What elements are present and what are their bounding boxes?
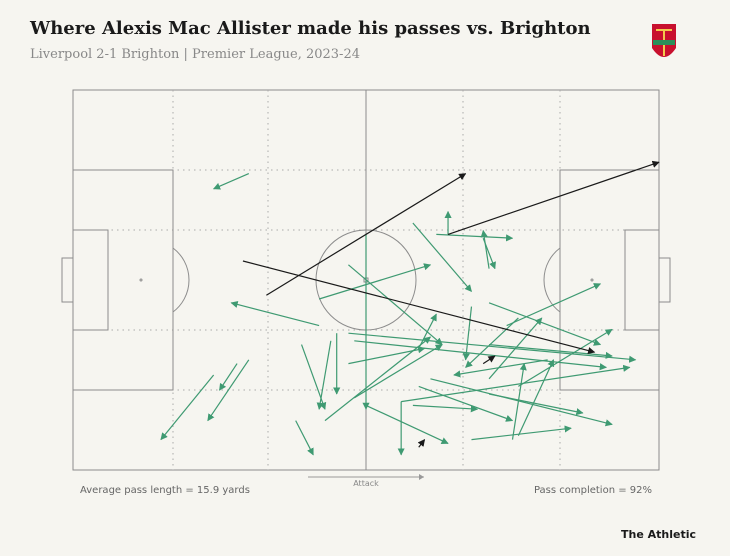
- pass-complete: [506, 283, 602, 327]
- chart-title: Where Alexis Mac Allister made his passe…: [29, 18, 591, 39]
- pass-complete: [353, 344, 443, 399]
- pass-complete: [462, 306, 473, 361]
- pass-complete: [295, 420, 314, 456]
- pass-complete: [489, 344, 613, 359]
- pass-complete: [418, 385, 514, 422]
- pass-complete: [412, 222, 472, 292]
- pass-complete: [488, 317, 543, 380]
- crest: [652, 24, 676, 57]
- pass-complete: [348, 346, 426, 365]
- pass-complete: [365, 404, 449, 444]
- pass-incomplete: [417, 439, 426, 448]
- pass-complete: [207, 359, 250, 422]
- pass-complete: [488, 393, 584, 416]
- annotation: Pass completion = 92%: [534, 485, 652, 496]
- pass-complete: [318, 263, 432, 300]
- pass-complete: [212, 173, 250, 190]
- pass-complete: [488, 302, 602, 346]
- axis-label: Attack: [353, 479, 379, 488]
- source: The Athletic: [621, 528, 696, 541]
- pass-incomplete: [242, 260, 596, 355]
- pass-complete: [348, 264, 443, 346]
- pass-complete: [517, 359, 555, 437]
- pass-complete: [436, 233, 514, 242]
- pass-complete: [480, 229, 490, 269]
- attack-arrowhead: [419, 474, 424, 480]
- pass-complete: [471, 425, 572, 441]
- pass-complete: [401, 364, 631, 403]
- pass-complete: [465, 317, 519, 368]
- pass-complete: [230, 300, 320, 327]
- annotation: Average pass length = 15.9 yards: [80, 485, 250, 496]
- pass-complete: [300, 344, 327, 410]
- pass-complete: [511, 362, 527, 440]
- pass-complete: [354, 340, 607, 371]
- pass-incomplete: [266, 173, 467, 296]
- pass-complete: [453, 359, 548, 378]
- chart-subtitle: Liverpool 2-1 Brighton | Premier League,…: [30, 47, 360, 62]
- pass-complete: [160, 374, 215, 441]
- pass-complete: [348, 332, 637, 363]
- pass-complete: [418, 313, 437, 349]
- pass-complete: [218, 363, 238, 391]
- pass-complete: [518, 328, 613, 387]
- pass-incomplete: [482, 355, 496, 365]
- pass-complete: [430, 378, 613, 427]
- pass-complete: [412, 404, 479, 413]
- pass-complete: [324, 336, 432, 422]
- pass-incomplete: [447, 160, 660, 235]
